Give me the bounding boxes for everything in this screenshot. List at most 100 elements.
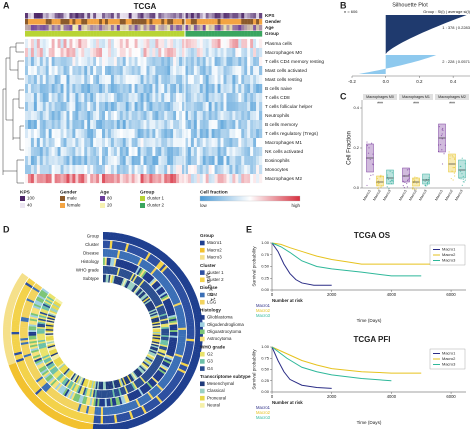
ring-segment xyxy=(32,305,41,310)
ring-segment xyxy=(71,401,77,410)
heatmap-cell xyxy=(48,75,52,85)
heatmap-cell xyxy=(69,93,73,103)
heatmap-cell xyxy=(140,66,144,76)
heatmap-cell xyxy=(220,147,224,157)
ring-segment xyxy=(52,303,60,309)
annotation-cell xyxy=(84,31,88,37)
heatmap-cell xyxy=(104,147,109,157)
heatmap-cell xyxy=(102,102,106,112)
ring-segment xyxy=(111,380,115,389)
ring-segment xyxy=(76,412,82,421)
ring-segment xyxy=(100,424,103,429)
heatmap-cell xyxy=(256,156,260,166)
heatmap-cell xyxy=(116,57,120,67)
heatmap-cell xyxy=(238,93,242,103)
heatmap-cell xyxy=(161,75,165,85)
annotation-cell xyxy=(54,25,58,31)
ring-segment xyxy=(139,292,146,299)
annotation-cell xyxy=(259,13,263,19)
annotation-cell xyxy=(36,13,41,19)
heatmap-cell xyxy=(54,102,58,112)
ring-segment xyxy=(170,379,179,386)
ring-segment xyxy=(180,380,189,387)
heatmap-cell xyxy=(75,93,79,103)
ring-segment xyxy=(127,282,134,290)
ring-segment xyxy=(152,327,161,330)
ring-segment xyxy=(178,333,186,337)
heatmap-cell xyxy=(244,39,248,49)
heatmap-cell xyxy=(143,120,147,130)
heatmap-cell xyxy=(125,66,129,76)
heatmap-cell xyxy=(187,120,192,130)
ring-segment xyxy=(133,399,139,408)
jitter-dot xyxy=(402,180,404,183)
ring-segment xyxy=(120,396,125,405)
heatmap-cell xyxy=(99,39,103,49)
heatmap-cell xyxy=(116,129,120,139)
heatmap-cell xyxy=(143,129,147,139)
heatmap-cell xyxy=(149,129,153,139)
heatmap-cell xyxy=(190,147,195,157)
heatmap-cell xyxy=(131,102,135,112)
y-tick-label: 0.4 xyxy=(353,105,359,110)
annotation-cell xyxy=(208,31,212,37)
heatmap-cell xyxy=(196,165,200,175)
heatmap-cell xyxy=(179,120,183,130)
heatmap-cell xyxy=(164,165,168,175)
ring-segment xyxy=(10,367,19,373)
heatmap-cell xyxy=(69,75,73,85)
annotation-cell xyxy=(259,25,263,31)
heatmap-cell xyxy=(140,120,144,130)
heatmap-cell xyxy=(128,165,132,175)
ring-segment xyxy=(16,279,25,286)
ring-segment xyxy=(22,371,31,378)
annotation-cell xyxy=(30,13,35,19)
ring-segment xyxy=(147,391,154,400)
heatmap-cell xyxy=(173,156,177,166)
annotation-label: Gender xyxy=(265,19,281,24)
heatmap-cell xyxy=(131,129,135,139)
heatmap-cell xyxy=(229,120,233,130)
ring-segment xyxy=(131,264,137,273)
ring-segment xyxy=(22,308,31,313)
ring-segment xyxy=(176,345,185,350)
heatmap-cell xyxy=(173,111,177,121)
heatmap-cell xyxy=(128,75,132,85)
ring-segment xyxy=(186,369,195,376)
annotation-label: Age xyxy=(265,25,274,30)
jitter-dot xyxy=(413,182,415,184)
annotation-cell xyxy=(78,19,82,25)
heatmap-cell xyxy=(187,75,192,85)
heatmap-cell xyxy=(33,174,38,184)
heatmap-cell xyxy=(66,165,70,175)
heatmap-cell xyxy=(54,39,58,49)
heatmap-cell xyxy=(250,102,254,112)
heatmap-cell xyxy=(176,66,180,76)
heatmap-cell xyxy=(193,165,198,175)
annotation-cell xyxy=(57,25,61,31)
heatmap-cell xyxy=(146,147,150,157)
risk-stratum: Macro1 xyxy=(256,303,271,308)
heatmap-cell xyxy=(226,39,230,49)
heatmap-cell xyxy=(149,120,153,130)
ring-segment xyxy=(45,396,52,405)
ring-segment xyxy=(31,310,39,315)
ring-segment xyxy=(70,392,76,401)
ring-segment xyxy=(104,415,108,424)
heatmap-cell xyxy=(193,156,198,166)
risk-stratum: Macro2 xyxy=(256,410,271,415)
heatmap-cell xyxy=(184,174,189,184)
heatmap-cell xyxy=(184,138,189,148)
heatmap-cell xyxy=(187,129,192,139)
heatmap-cell xyxy=(229,102,233,112)
annotation-cell xyxy=(84,25,88,31)
heatmap-cell xyxy=(164,120,168,130)
heatmap-cell xyxy=(152,129,156,139)
ring-segment xyxy=(28,333,37,336)
ring-segment xyxy=(22,286,31,293)
ring-segment xyxy=(154,357,163,363)
ring-segment xyxy=(172,280,180,287)
jitter-dot xyxy=(402,185,404,187)
jitter-dot xyxy=(426,184,429,186)
heatmap-cell xyxy=(99,165,103,175)
